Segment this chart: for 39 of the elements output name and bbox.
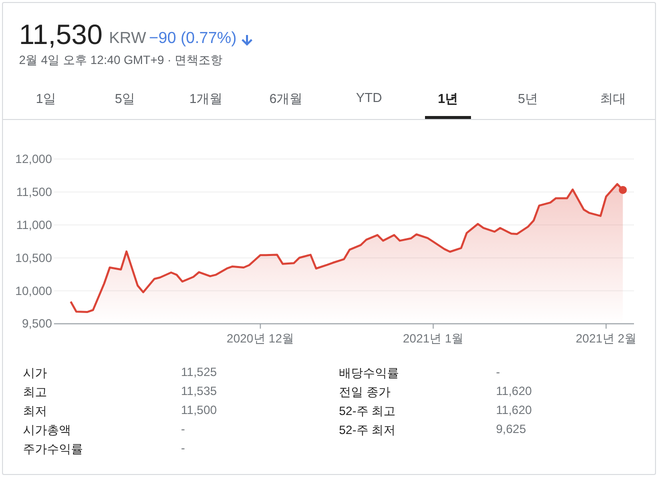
- y-tick-label: 9,500: [22, 316, 52, 331]
- text: 시가총액: [23, 422, 71, 439]
- x-tick-label: 2020년 12월: [226, 332, 294, 346]
- text: 주가수익률: [23, 441, 83, 458]
- text: 52-주 최고: [339, 403, 396, 420]
- text: 최대: [599, 90, 627, 108]
- text: 6개월: [268, 90, 304, 108]
- x-tick-label: 2021년 1월: [402, 332, 464, 346]
- text: 최저: [23, 403, 47, 420]
- text: 11,620: [496, 403, 532, 417]
- y-tick-label: 10,000: [15, 284, 52, 298]
- y-tick-label: 12,000: [15, 152, 52, 166]
- text: −90 (0.77%): [149, 30, 237, 48]
- text: 11,525: [181, 365, 217, 379]
- text: 5일: [114, 90, 136, 108]
- y-tick-label: 10,500: [15, 250, 52, 265]
- text: 1개월: [188, 90, 224, 108]
- text: 1일: [34, 90, 58, 108]
- y-tick-label: 11,500: [16, 184, 52, 199]
- text: 9,625: [496, 422, 526, 436]
- text: 전일 종가: [339, 384, 390, 401]
- text: YTD: [355, 90, 383, 105]
- text: 배당수익률: [339, 365, 399, 382]
- text: 11,500: [181, 403, 217, 417]
- text: 52-주 최저: [339, 422, 396, 439]
- text: 5년: [516, 90, 540, 108]
- y-tick-label: 11,000: [16, 218, 52, 232]
- text: 11,535: [181, 384, 217, 398]
- text: -: [181, 441, 185, 455]
- text: -: [181, 422, 185, 436]
- text: 시가: [23, 365, 47, 382]
- x-tick-label: 2021년 2월: [576, 332, 636, 346]
- text: 1년: [436, 90, 460, 108]
- text: 2월 4일 오후 12:40 GMT+9 · 면책조항: [19, 52, 223, 69]
- text: -: [496, 365, 500, 379]
- text: 최고: [23, 384, 47, 401]
- text: 11,620: [496, 384, 532, 398]
- text: KRW: [109, 30, 146, 48]
- chart-title: 11,530: [19, 19, 103, 51]
